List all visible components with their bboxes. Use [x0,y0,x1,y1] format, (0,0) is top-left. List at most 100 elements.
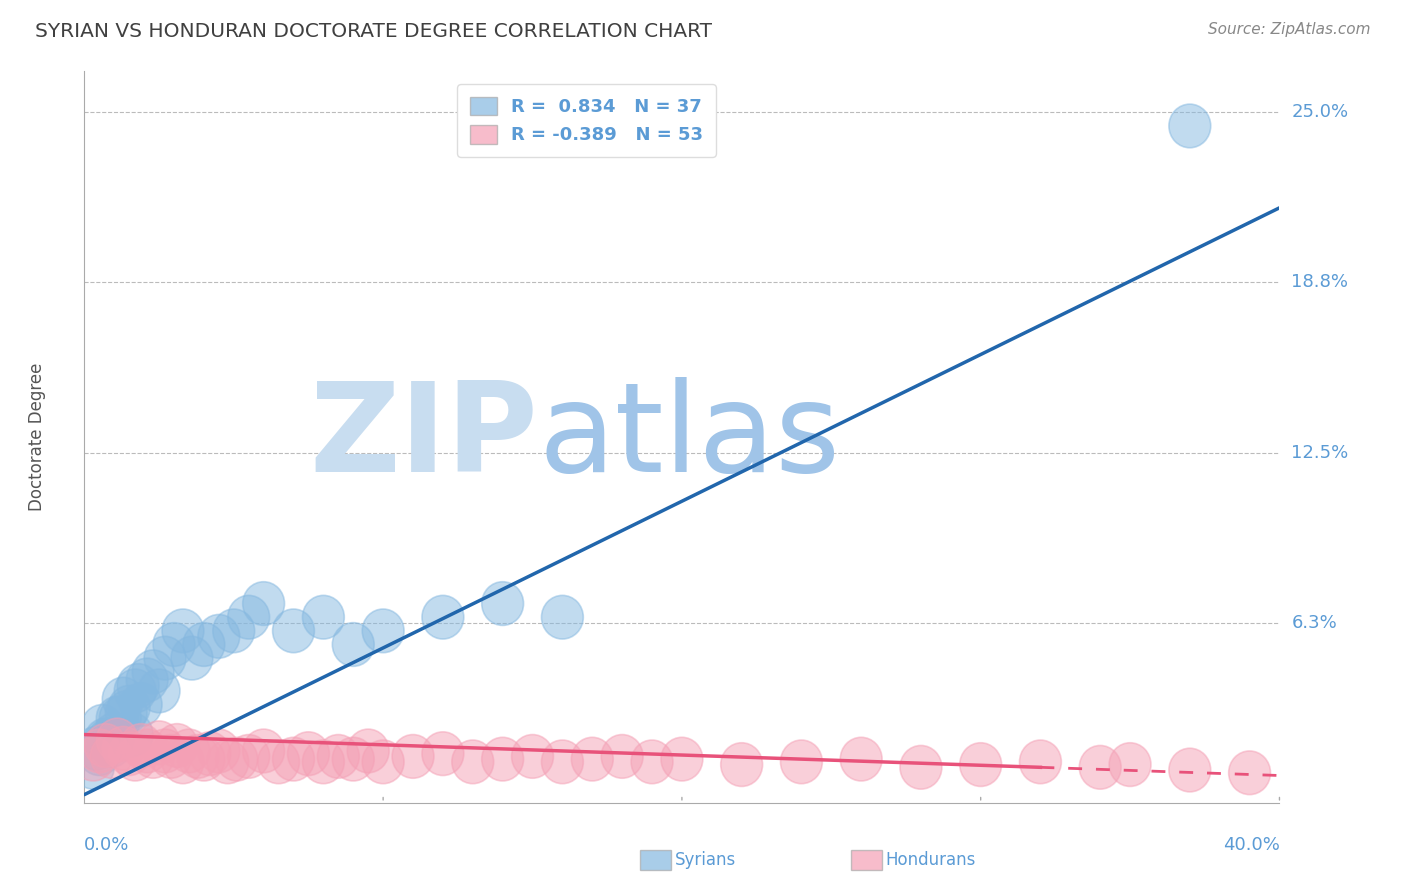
Ellipse shape [302,595,344,639]
Ellipse shape [900,746,942,789]
Text: atlas: atlas [538,376,841,498]
Ellipse shape [332,738,374,781]
Text: Hondurans: Hondurans [886,851,976,869]
Text: 25.0%: 25.0% [1292,103,1348,121]
Ellipse shape [156,723,198,767]
Ellipse shape [114,669,156,713]
Ellipse shape [172,636,212,680]
Ellipse shape [138,721,180,764]
Ellipse shape [108,685,150,729]
Ellipse shape [228,595,270,639]
Ellipse shape [127,658,169,702]
Ellipse shape [422,595,464,639]
Ellipse shape [257,740,299,784]
Ellipse shape [1019,740,1062,784]
Ellipse shape [103,677,145,721]
Text: ZIP: ZIP [309,376,538,498]
Ellipse shape [183,738,225,781]
Ellipse shape [288,731,329,775]
Text: Source: ZipAtlas.com: Source: ZipAtlas.com [1208,22,1371,37]
Text: 18.8%: 18.8% [1292,273,1348,291]
Ellipse shape [127,729,169,772]
Ellipse shape [82,705,124,748]
Ellipse shape [228,735,270,778]
Ellipse shape [93,713,135,756]
Text: SYRIAN VS HONDURAN DOCTORATE DEGREE CORRELATION CHART: SYRIAN VS HONDURAN DOCTORATE DEGREE CORR… [35,22,713,41]
Ellipse shape [73,738,114,781]
Text: 6.3%: 6.3% [1292,614,1337,632]
Ellipse shape [721,743,762,787]
Ellipse shape [96,697,138,740]
Ellipse shape [84,723,127,767]
Text: Syrians: Syrians [675,851,737,869]
Ellipse shape [162,609,204,653]
Ellipse shape [76,726,117,770]
Ellipse shape [90,735,132,778]
Ellipse shape [273,609,315,653]
Ellipse shape [183,623,225,666]
Ellipse shape [188,731,231,775]
Ellipse shape [631,740,673,784]
Ellipse shape [482,738,523,781]
Ellipse shape [217,738,257,781]
Ellipse shape [1229,751,1271,795]
Ellipse shape [169,729,209,772]
Ellipse shape [103,726,145,770]
Ellipse shape [347,729,389,772]
Ellipse shape [571,738,613,781]
Ellipse shape [392,735,434,778]
Ellipse shape [145,636,186,680]
Ellipse shape [121,682,162,726]
Ellipse shape [79,731,121,775]
Ellipse shape [451,740,494,784]
Ellipse shape [243,729,284,772]
Text: 12.5%: 12.5% [1292,444,1348,462]
Ellipse shape [105,691,148,735]
Ellipse shape [132,735,174,778]
Ellipse shape [512,735,554,778]
Ellipse shape [90,723,132,767]
Text: 40.0%: 40.0% [1223,836,1279,854]
Ellipse shape [602,735,643,778]
Ellipse shape [960,743,1001,787]
Ellipse shape [332,623,374,666]
Ellipse shape [73,746,114,789]
Ellipse shape [212,609,254,653]
Ellipse shape [273,738,315,781]
Ellipse shape [138,669,180,713]
Ellipse shape [177,735,219,778]
Ellipse shape [96,718,138,762]
Ellipse shape [132,650,174,694]
Ellipse shape [363,740,404,784]
Ellipse shape [108,731,150,775]
Ellipse shape [198,615,240,658]
Ellipse shape [243,582,284,625]
Ellipse shape [100,697,141,740]
Ellipse shape [153,623,195,666]
Ellipse shape [117,664,159,707]
Ellipse shape [1080,746,1121,789]
Ellipse shape [87,718,129,762]
Ellipse shape [422,731,464,775]
Ellipse shape [111,713,153,756]
Ellipse shape [79,729,121,772]
Ellipse shape [661,738,703,781]
Ellipse shape [541,595,583,639]
Legend: R =  0.834   N = 37, R = -0.389   N = 53: R = 0.834 N = 37, R = -0.389 N = 53 [457,84,716,157]
Ellipse shape [162,740,204,784]
Ellipse shape [121,723,162,767]
Ellipse shape [114,738,156,781]
Ellipse shape [541,740,583,784]
Ellipse shape [84,718,127,762]
Ellipse shape [150,735,193,778]
Ellipse shape [318,735,360,778]
Ellipse shape [145,729,186,772]
Ellipse shape [780,740,823,784]
Ellipse shape [1168,748,1211,792]
Text: 0.0%: 0.0% [84,836,129,854]
Ellipse shape [482,582,523,625]
Ellipse shape [1168,104,1211,148]
Ellipse shape [198,729,240,772]
Ellipse shape [207,740,249,784]
Ellipse shape [363,609,404,653]
